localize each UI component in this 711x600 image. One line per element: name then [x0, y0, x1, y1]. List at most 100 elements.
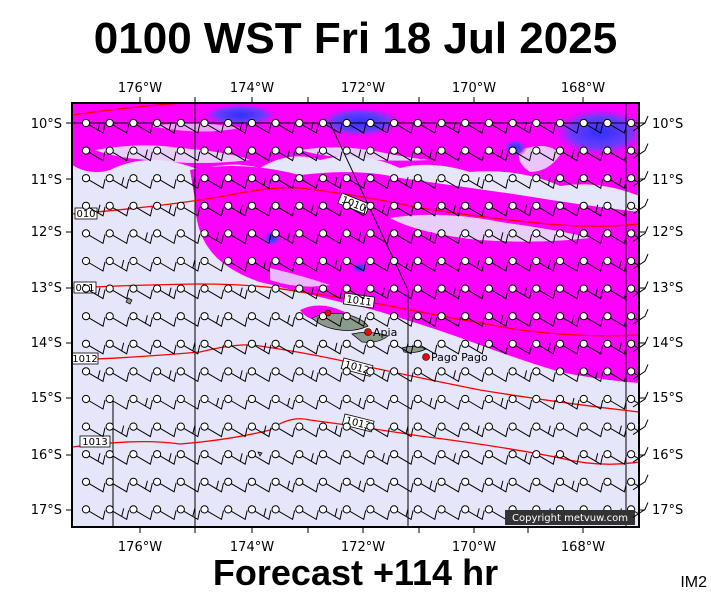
wind-barb — [81, 339, 106, 355]
wind-barb — [508, 312, 533, 327]
wind-barb — [532, 394, 556, 410]
wind-barb — [627, 201, 639, 212]
wind-barb — [632, 253, 649, 270]
lon-label-bottom: 174°W — [230, 540, 274, 555]
wind-barb — [508, 477, 533, 493]
wind-barb — [271, 450, 296, 465]
wind-barb — [508, 256, 533, 272]
lat-label-right: 15°S — [652, 391, 683, 406]
wind-barb — [295, 477, 319, 493]
wind-barb — [579, 422, 604, 438]
wind-barb — [508, 284, 533, 300]
wind-barb — [81, 174, 106, 189]
wind-barb — [224, 201, 248, 217]
wind-barb — [413, 174, 438, 189]
wind-barb — [200, 394, 224, 410]
lon-label-top: 170°W — [452, 81, 496, 96]
wind-barb — [413, 146, 438, 162]
wind-barb — [508, 450, 533, 465]
wind-barb — [532, 256, 556, 272]
forecast-label: Forecast +114 hr — [212, 552, 499, 593]
lat-label-left: 15°S — [31, 391, 62, 406]
wind-barb — [153, 422, 177, 438]
wind-barb — [413, 477, 438, 493]
wind-barb — [224, 505, 248, 521]
wind-barb — [579, 146, 604, 162]
copyright-badge: Copyright metvuw.com — [505, 510, 635, 525]
wind-barb — [484, 118, 509, 134]
wind-barb — [271, 118, 296, 134]
wind-barb — [579, 339, 604, 355]
wind-barb — [200, 118, 224, 134]
wind-barb — [176, 367, 201, 383]
wind-barb — [366, 394, 390, 410]
wind-barb — [318, 450, 343, 465]
wind-barb — [247, 450, 272, 465]
wind-barb — [176, 339, 201, 355]
wind-barb — [271, 146, 296, 162]
wind-barb — [390, 284, 414, 300]
wind-barb — [532, 118, 556, 134]
wind-barb — [366, 339, 390, 355]
wind-barb — [627, 477, 639, 488]
wind-barb — [105, 146, 130, 162]
wind-barb — [342, 394, 367, 410]
wind-barb — [484, 256, 509, 272]
wind-barb — [153, 146, 177, 162]
wind-barb — [555, 312, 580, 327]
map-title: 0100 WST Fri 18 Jul 2025 — [93, 14, 618, 63]
wind-barb — [413, 256, 438, 272]
wind-barb — [224, 339, 248, 355]
wind-barb — [342, 284, 367, 300]
wind-barb — [437, 394, 461, 410]
wind-barb — [579, 394, 604, 410]
wind-barb — [437, 339, 461, 355]
wind-barb — [461, 174, 485, 189]
wind-barb — [390, 505, 414, 521]
wind-barb — [295, 312, 319, 327]
wind-barb — [129, 477, 153, 493]
wind-barb — [271, 505, 296, 521]
wind-barb — [200, 450, 224, 465]
wind-barb — [532, 450, 556, 465]
wind-barb — [413, 339, 438, 355]
wind-barb — [579, 450, 604, 465]
wind-barb — [413, 367, 438, 383]
lat-label-right: 17°S — [652, 503, 683, 518]
wind-barb — [153, 505, 177, 521]
wind-barb — [603, 477, 627, 493]
wind-barb — [390, 201, 414, 217]
wind-barb — [508, 146, 533, 162]
wind-barb — [603, 118, 627, 134]
wind-barb — [176, 146, 201, 162]
wind-barb — [461, 201, 485, 217]
wind-barb — [632, 143, 649, 160]
wind-barb — [437, 312, 461, 327]
lat-label-left: 13°S — [31, 281, 62, 296]
wind-barb — [555, 367, 580, 383]
wind-barb — [81, 256, 106, 272]
wind-barb — [247, 477, 272, 493]
wind-barb — [632, 226, 649, 242]
wind-barb — [247, 312, 272, 327]
rain-field — [72, 103, 639, 383]
wind-barb — [295, 174, 319, 189]
wind-barb — [484, 284, 509, 300]
wind-barb — [413, 505, 438, 521]
wind-barb — [318, 394, 343, 410]
wind-barb — [437, 367, 461, 383]
wind-barb — [176, 422, 201, 438]
wind-barb — [247, 118, 272, 134]
wind-barb — [224, 284, 248, 300]
wind-barb — [413, 422, 438, 438]
lon-label-bottom: 170°W — [452, 540, 496, 555]
place-marker — [422, 353, 430, 361]
wind-barb — [632, 419, 649, 436]
wind-barb — [627, 312, 639, 322]
wind-barb — [461, 256, 485, 272]
wind-barb — [153, 201, 177, 217]
wind-barb — [532, 422, 556, 438]
lon-label-bottom: 172°W — [341, 540, 385, 555]
wind-barb — [105, 256, 130, 272]
wind-barb — [603, 201, 627, 217]
